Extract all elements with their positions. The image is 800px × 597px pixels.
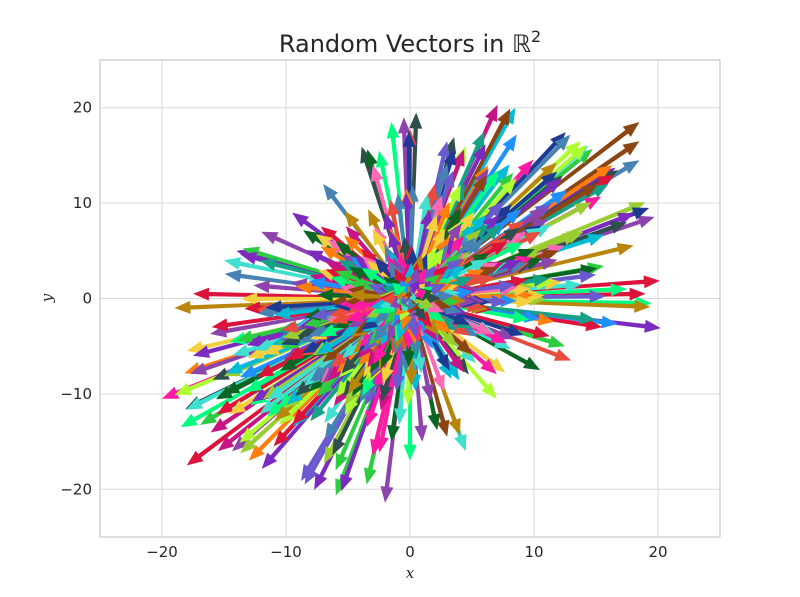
y-axis-label: y — [38, 293, 56, 303]
vector-arrow — [405, 185, 419, 299]
vector-arrow — [401, 294, 411, 307]
y-tick-label: −10 — [60, 385, 92, 403]
tick-labels: −20 −10 0 10 20 −20 −10 0 10 20 — [60, 99, 667, 561]
vector-arrow — [409, 291, 416, 304]
x-tick-label: −10 — [270, 543, 302, 561]
y-tick-label: 10 — [73, 194, 92, 212]
vector-arrow — [409, 298, 445, 392]
vector-field — [162, 104, 661, 503]
y-tick-label: 0 — [82, 290, 92, 308]
y-tick-label: −20 — [60, 480, 92, 498]
chart-title-superscript: 2 — [531, 27, 541, 46]
vector-arrow — [408, 280, 421, 299]
chart-title: Random Vectors in ℝ2 — [279, 27, 541, 58]
x-tick-label: 10 — [524, 543, 543, 561]
plot-frame — [99, 59, 721, 538]
x-tick-label: 0 — [405, 543, 415, 561]
vector-arrow — [241, 292, 410, 306]
vector-arrow — [404, 298, 417, 309]
x-tick-label: 20 — [648, 543, 667, 561]
x-tick-label: −20 — [146, 543, 178, 561]
x-axis-label: x — [406, 564, 415, 582]
vector-arrow — [344, 211, 411, 300]
y-tick-label: 20 — [73, 99, 92, 117]
vector-arrow — [402, 292, 415, 299]
